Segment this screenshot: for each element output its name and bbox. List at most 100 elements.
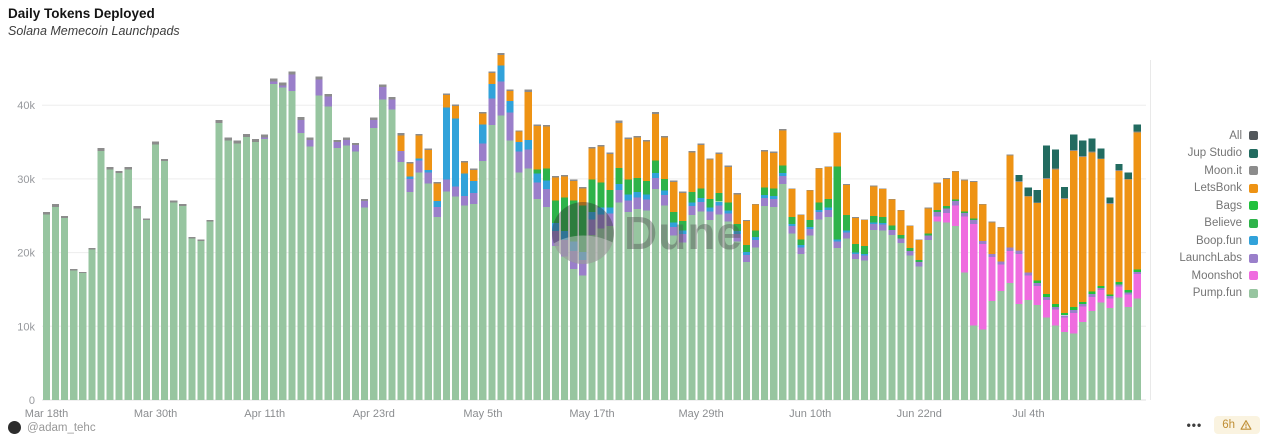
bar-segment[interactable] [133, 208, 141, 400]
bar-segment[interactable] [415, 160, 423, 173]
bar-segment[interactable] [779, 128, 787, 131]
bar-segment[interactable] [1106, 203, 1114, 295]
bar-segment[interactable] [915, 259, 923, 263]
bar-segment[interactable] [915, 262, 923, 267]
bar-segment[interactable] [433, 201, 441, 207]
bar-segment[interactable] [70, 268, 78, 271]
bar-segment[interactable] [388, 99, 396, 110]
bar-segment[interactable] [970, 325, 978, 400]
bar-segment[interactable] [933, 221, 941, 400]
bar-segment[interactable] [970, 220, 978, 224]
bar-segment[interactable] [733, 234, 741, 242]
bar-segment[interactable] [670, 212, 678, 223]
bar-segment[interactable] [533, 182, 541, 199]
bar-segment[interactable] [597, 182, 605, 208]
bar-segment[interactable] [1115, 286, 1123, 298]
bar-segment[interactable] [79, 273, 87, 400]
bar-segment[interactable] [988, 254, 996, 258]
bar-segment[interactable] [624, 179, 632, 195]
bar-segment[interactable] [470, 181, 478, 193]
bar-segment[interactable] [960, 272, 969, 401]
bar-segment[interactable] [633, 197, 641, 210]
bar-segment[interactable] [833, 133, 841, 167]
bar-segment[interactable] [324, 106, 332, 401]
bar-segment[interactable] [879, 223, 887, 225]
bar-segment[interactable] [679, 192, 687, 221]
bar-segment[interactable] [1124, 292, 1132, 295]
bar-segment[interactable] [570, 181, 578, 201]
bar-segment[interactable] [815, 212, 823, 220]
bar-segment[interactable] [997, 261, 1005, 265]
bar-segment[interactable] [779, 175, 787, 185]
bar-segment[interactable] [842, 184, 850, 216]
bar-segment[interactable] [433, 217, 441, 400]
bar-segment[interactable] [160, 159, 169, 162]
bar-segment[interactable] [588, 219, 596, 235]
bar-segment[interactable] [1124, 179, 1132, 291]
bar-segment[interactable] [1124, 172, 1132, 179]
bar-segment[interactable] [797, 215, 805, 240]
bar-segment[interactable] [724, 167, 732, 203]
bar-segment[interactable] [906, 255, 914, 400]
bar-segment[interactable] [479, 143, 487, 162]
bar-segment[interactable] [933, 216, 941, 222]
bar-segment[interactable] [542, 206, 550, 400]
bar-segment[interactable] [397, 161, 405, 400]
bar-segment[interactable] [451, 186, 460, 197]
bar-segment[interactable] [933, 183, 941, 210]
bar-segment[interactable] [215, 119, 223, 123]
bar-segment[interactable] [342, 139, 350, 146]
bar-segment[interactable] [870, 186, 878, 216]
bar-segment[interactable] [1088, 310, 1096, 400]
bar-segment[interactable] [488, 72, 496, 84]
bar-segment[interactable] [788, 189, 796, 218]
bar-segment[interactable] [860, 219, 869, 221]
bar-segment[interactable] [897, 238, 905, 244]
bar-segment[interactable] [1133, 132, 1141, 270]
bar-segment[interactable] [988, 222, 996, 255]
bar-segment[interactable] [524, 91, 532, 140]
bar-segment[interactable] [1070, 150, 1078, 151]
bar-segment[interactable] [706, 207, 714, 212]
bar-segment[interactable] [460, 162, 469, 174]
bar-segment[interactable] [424, 150, 432, 171]
bar-segment[interactable] [724, 210, 732, 214]
bar-segment[interactable] [442, 107, 450, 180]
bar-segment[interactable] [479, 111, 487, 114]
bar-segment[interactable] [51, 206, 60, 400]
bar-segment[interactable] [406, 161, 414, 164]
bar-segment[interactable] [815, 168, 823, 203]
bar-segment[interactable] [706, 220, 714, 400]
bar-segment[interactable] [951, 199, 960, 202]
data-freshness-badge[interactable]: 6h [1214, 416, 1260, 434]
bar-segment[interactable] [1060, 313, 1069, 316]
bar-segment[interactable] [951, 201, 960, 206]
bar-segment[interactable] [188, 237, 196, 239]
bar-segment[interactable] [260, 134, 269, 138]
bar-segment[interactable] [879, 189, 887, 218]
bar-segment[interactable] [479, 124, 487, 144]
bar-segment[interactable] [1024, 195, 1032, 197]
bar-segment[interactable] [833, 241, 841, 249]
bar-segment[interactable] [1070, 333, 1078, 400]
bar-segment[interactable] [1015, 175, 1023, 182]
bar-segment[interactable] [988, 221, 996, 223]
bar-segment[interactable] [106, 169, 114, 400]
bar-segment[interactable] [951, 205, 960, 227]
bar-segment[interactable] [606, 189, 614, 208]
bar-segment[interactable] [970, 181, 978, 182]
bar-segment[interactable] [824, 209, 832, 218]
bar-segment[interactable] [324, 94, 332, 97]
bar-segment[interactable] [979, 329, 987, 400]
bar-segment[interactable] [842, 230, 850, 233]
bar-segment[interactable] [42, 212, 50, 215]
bar-segment[interactable] [1015, 250, 1023, 255]
bar-segment[interactable] [533, 198, 541, 400]
bar-segment[interactable] [1070, 310, 1078, 314]
bar-segment[interactable] [724, 202, 732, 211]
bar-segment[interactable] [460, 173, 469, 196]
bar-segment[interactable] [442, 179, 450, 192]
bar-segment[interactable] [279, 85, 287, 88]
bar-segment[interactable] [406, 178, 414, 193]
bar-segment[interactable] [1051, 307, 1060, 310]
